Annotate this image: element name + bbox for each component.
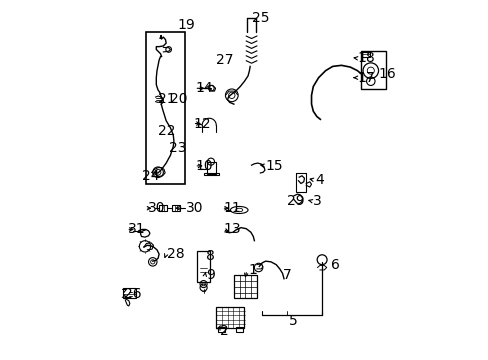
- Text: 13: 13: [223, 222, 241, 237]
- Text: 19: 19: [177, 18, 195, 32]
- Text: 31: 31: [128, 222, 145, 237]
- Text: 10: 10: [195, 159, 212, 173]
- Text: 16: 16: [378, 67, 395, 81]
- Bar: [360, 51, 386, 89]
- Text: 20: 20: [170, 92, 187, 106]
- Bar: [197, 251, 210, 282]
- Bar: [295, 173, 305, 192]
- Text: 29: 29: [286, 194, 304, 208]
- Text: 17: 17: [357, 71, 374, 85]
- Text: 1: 1: [247, 263, 256, 277]
- Text: 8: 8: [205, 249, 214, 263]
- Bar: [218, 328, 224, 332]
- Bar: [361, 51, 369, 57]
- Bar: [206, 162, 216, 174]
- Bar: [233, 275, 256, 298]
- Bar: [122, 288, 136, 298]
- Text: 9: 9: [205, 268, 214, 282]
- Text: 3: 3: [313, 194, 322, 208]
- Bar: [216, 307, 244, 328]
- Text: 25: 25: [251, 12, 268, 26]
- Text: 14: 14: [195, 81, 212, 95]
- Text: 24: 24: [142, 170, 160, 184]
- Text: 11: 11: [223, 201, 241, 215]
- Text: 6: 6: [330, 258, 339, 272]
- Text: 27: 27: [216, 53, 233, 67]
- Text: 12: 12: [193, 117, 210, 131]
- Text: 2: 2: [219, 324, 228, 338]
- Bar: [235, 328, 242, 332]
- Text: 28: 28: [166, 247, 184, 261]
- Bar: [145, 32, 184, 184]
- Text: 30: 30: [147, 201, 164, 215]
- Text: 15: 15: [265, 159, 283, 173]
- Text: 21: 21: [158, 92, 175, 106]
- Bar: [159, 206, 166, 211]
- Bar: [172, 206, 180, 211]
- Text: 30: 30: [186, 201, 203, 215]
- Bar: [203, 172, 218, 175]
- Text: 22: 22: [158, 123, 175, 138]
- Text: 5: 5: [289, 314, 298, 328]
- Text: 7: 7: [282, 268, 291, 282]
- Text: 18: 18: [357, 51, 374, 65]
- Text: 23: 23: [168, 141, 186, 155]
- Text: 4: 4: [314, 173, 323, 187]
- Text: 26: 26: [123, 287, 141, 301]
